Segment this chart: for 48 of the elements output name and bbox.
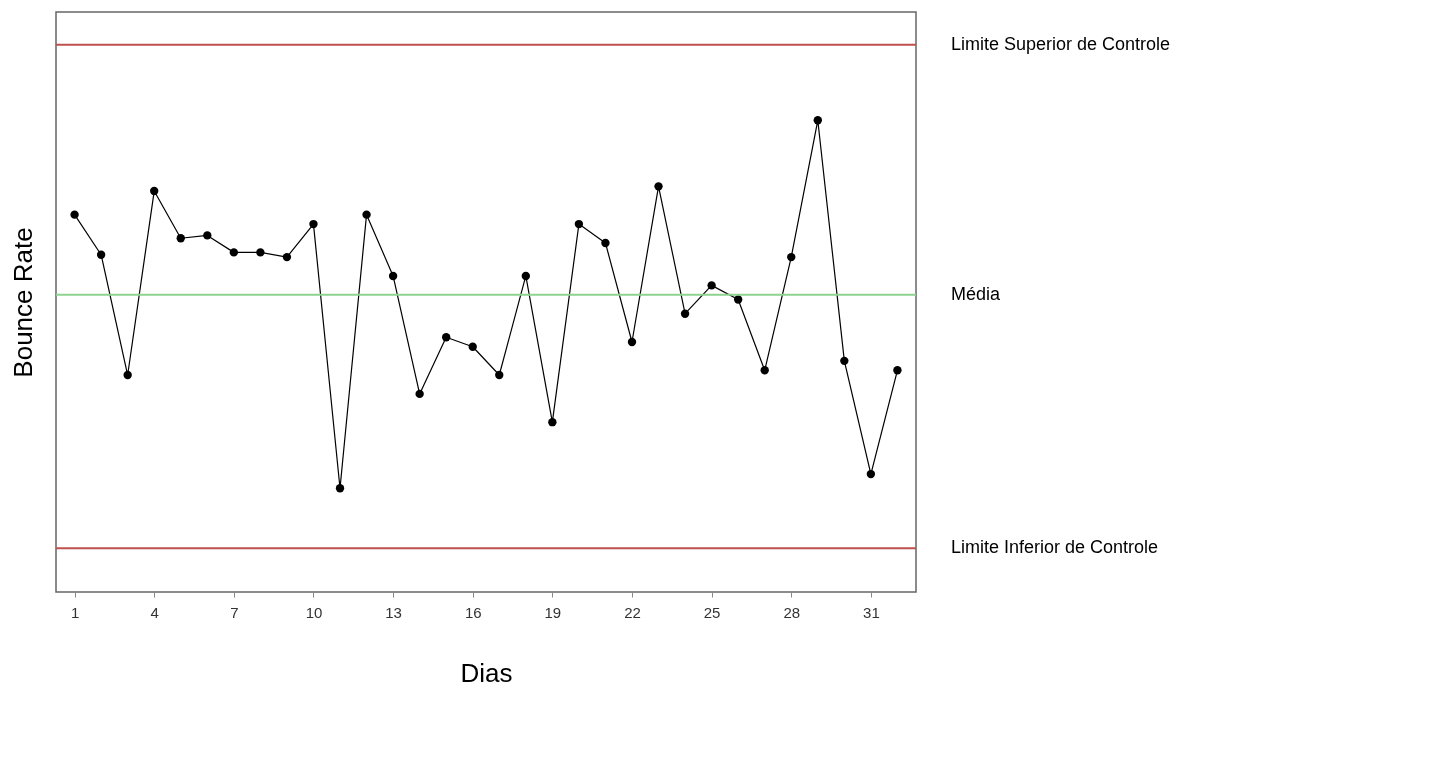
point xyxy=(813,116,822,125)
point xyxy=(787,252,796,262)
point xyxy=(388,271,398,281)
x-tick-label: 1 xyxy=(70,603,80,621)
point xyxy=(335,484,345,493)
point xyxy=(468,342,477,351)
x-tick-label: 10 xyxy=(305,603,323,621)
point xyxy=(96,250,106,259)
point xyxy=(256,248,265,257)
point xyxy=(362,210,371,219)
x-axis-title: Dias xyxy=(460,657,513,688)
point xyxy=(203,231,212,240)
point xyxy=(548,418,557,427)
x-tick-label: 28 xyxy=(783,603,801,621)
point xyxy=(574,219,584,229)
point xyxy=(760,366,769,375)
point xyxy=(627,337,637,347)
point xyxy=(70,210,79,219)
ref-line-label: Média xyxy=(951,283,1002,304)
point xyxy=(495,370,504,380)
x-tick-label: 31 xyxy=(863,603,880,621)
x-tick-label: 4 xyxy=(150,603,159,621)
ref-line-label: Limite Superior de Controle xyxy=(951,33,1171,54)
point xyxy=(176,234,185,243)
point xyxy=(415,389,424,399)
point xyxy=(150,186,159,196)
ref-line-label: Limite Inferior de Controle xyxy=(951,537,1159,558)
y-axis-title: Bounce Rate xyxy=(7,227,38,378)
point xyxy=(282,252,292,262)
point xyxy=(707,281,716,290)
x-tick-label: 22 xyxy=(624,603,641,621)
x-tick-label: 25 xyxy=(703,603,721,621)
point xyxy=(893,366,902,375)
point xyxy=(733,295,743,304)
point xyxy=(866,469,876,479)
point xyxy=(442,333,451,342)
point xyxy=(229,248,239,257)
x-tick-label: 19 xyxy=(544,603,562,621)
point xyxy=(840,356,849,366)
x-tick-label: 16 xyxy=(464,603,482,621)
point xyxy=(309,219,318,229)
point xyxy=(521,271,530,281)
point xyxy=(654,182,663,191)
x-tick-label: 7 xyxy=(230,603,239,621)
point xyxy=(680,309,690,318)
point xyxy=(601,238,610,248)
x-tick-label: 13 xyxy=(385,603,402,621)
point xyxy=(123,370,132,380)
